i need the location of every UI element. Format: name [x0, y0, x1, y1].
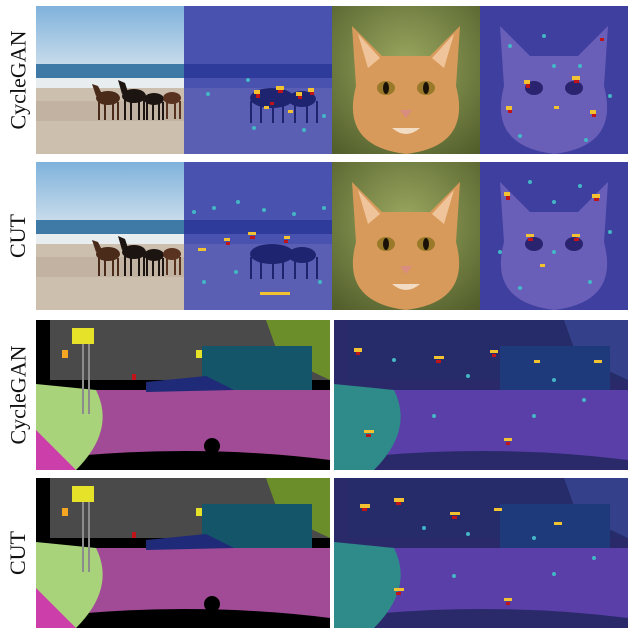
- row-label-cyclegan-horses-cats: CycleGAN: [5, 30, 31, 130]
- horse-input-image-cut: [36, 162, 184, 310]
- row-label-cyclegan-cityscapes: CycleGAN: [5, 345, 31, 445]
- segmentation-attention-cut: [334, 478, 628, 628]
- horse-attention-map-cut: [184, 162, 332, 310]
- row-label-cut-horses-cats: CUT: [5, 214, 30, 258]
- segmentation-attention-cyclegan: [334, 320, 628, 470]
- horse-attention-map: [184, 6, 332, 154]
- segmentation-map-cyclegan: [36, 320, 330, 470]
- cat-attention-map: [480, 6, 628, 154]
- row-label-cut-cityscapes: CUT: [5, 531, 30, 575]
- cat-input-image-cut: [332, 162, 480, 310]
- cat-input-image: [332, 6, 480, 154]
- horse-input-image: [36, 6, 184, 154]
- cat-attention-map-cut: [480, 162, 628, 310]
- segmentation-map-cut: [36, 478, 330, 628]
